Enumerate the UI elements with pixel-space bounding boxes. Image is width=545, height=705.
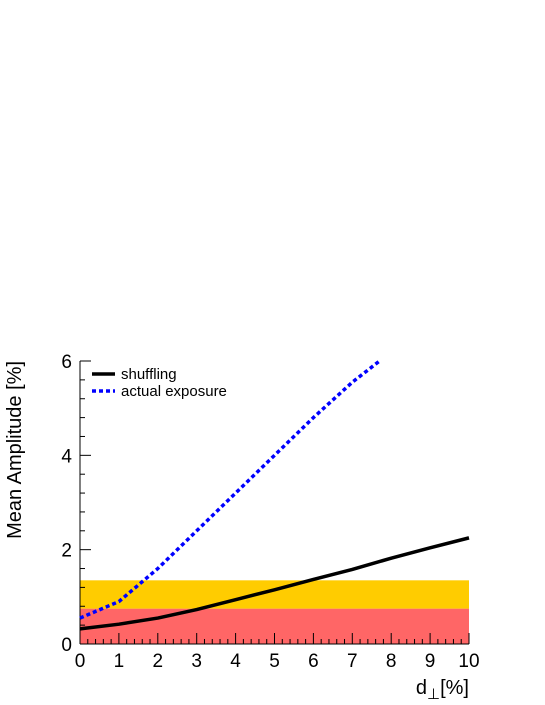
x-tick-label: 6: [308, 651, 319, 672]
x-axis-title: d⊥[%]: [416, 677, 469, 703]
series-layer: [79, 359, 470, 631]
x-tick-label: 2: [153, 651, 164, 672]
x-tick-label: 0: [75, 651, 86, 672]
legend-label: shuffling: [121, 366, 177, 383]
band-layer: [80, 580, 469, 644]
y-tick-label: 0: [61, 635, 72, 656]
y-tick-label: 4: [61, 446, 72, 467]
y-tick-label: 6: [61, 352, 72, 373]
y-tick-label: 2: [61, 541, 72, 562]
legend-label: actual exposure: [121, 383, 227, 400]
x-tick-label: 9: [425, 651, 436, 672]
y-axis-title: Mean Amplitude [%]: [4, 361, 26, 539]
axis-labels: Mean Amplitude [%] d⊥[%]: [4, 361, 469, 703]
ticks: 0 1 2 3 4 5 6 7 8 9 10 0 2 4 6: [61, 352, 479, 672]
x-tick-label: 7: [347, 651, 358, 672]
x-tick-label: 4: [230, 651, 241, 672]
x-tick-label: 8: [386, 651, 397, 672]
x-tick-label: 1: [114, 651, 125, 672]
x-tick-label: 5: [269, 651, 280, 672]
x-tick-label: 3: [191, 651, 202, 672]
band-1: [80, 580, 469, 609]
series-line-actual-exposure: [79, 359, 381, 620]
x-tick-label: 10: [458, 651, 479, 672]
series-line-shuffling: [79, 536, 470, 631]
